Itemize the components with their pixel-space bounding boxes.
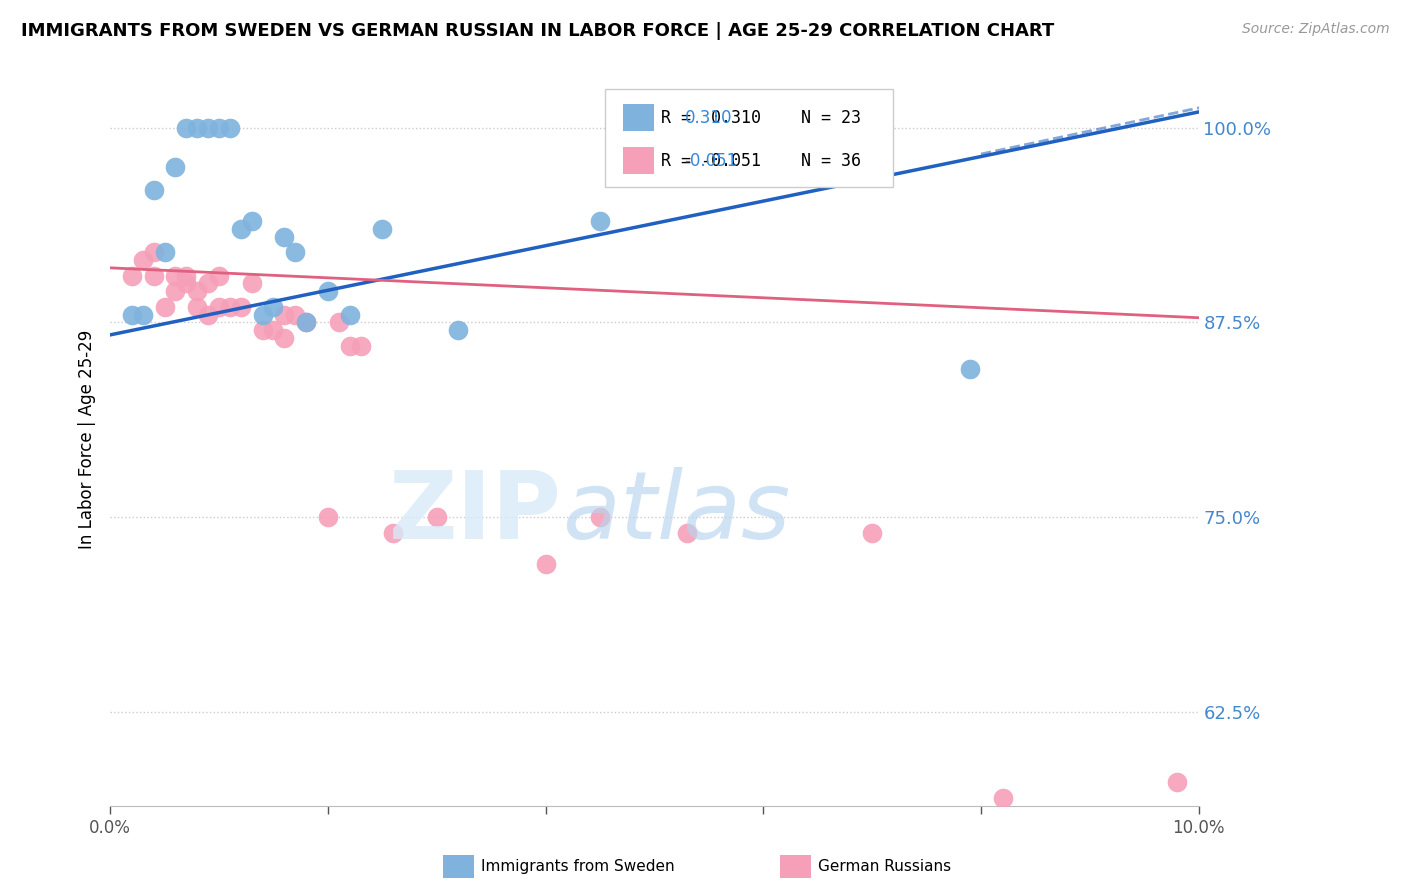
Point bbox=[295, 315, 318, 329]
Point bbox=[284, 308, 307, 322]
Point bbox=[991, 790, 1014, 805]
Point bbox=[208, 268, 231, 283]
Point bbox=[382, 525, 405, 540]
Point bbox=[273, 229, 295, 244]
Point bbox=[339, 308, 361, 322]
Point bbox=[186, 120, 208, 135]
Point bbox=[208, 300, 231, 314]
Point bbox=[197, 277, 219, 291]
Point bbox=[132, 308, 155, 322]
Point bbox=[142, 245, 165, 260]
Point bbox=[165, 160, 187, 174]
Point bbox=[176, 268, 198, 283]
Text: 0.310: 0.310 bbox=[685, 109, 733, 127]
Point bbox=[262, 323, 284, 337]
Point bbox=[316, 510, 339, 524]
Text: atlas: atlas bbox=[562, 467, 790, 558]
Point bbox=[240, 214, 263, 228]
Point bbox=[589, 510, 612, 524]
Point bbox=[447, 323, 470, 337]
Point bbox=[132, 253, 155, 268]
Text: Source: ZipAtlas.com: Source: ZipAtlas.com bbox=[1241, 22, 1389, 37]
Point bbox=[273, 331, 295, 345]
Point bbox=[371, 222, 394, 236]
Point bbox=[229, 300, 252, 314]
Point bbox=[176, 120, 198, 135]
Text: ZIP: ZIP bbox=[389, 467, 562, 558]
Point bbox=[534, 557, 557, 571]
Point bbox=[176, 277, 198, 291]
Point bbox=[208, 120, 231, 135]
Point bbox=[676, 525, 699, 540]
Text: -0.051: -0.051 bbox=[685, 152, 738, 169]
Point bbox=[186, 300, 208, 314]
Point bbox=[252, 308, 274, 322]
Point bbox=[153, 245, 176, 260]
Point bbox=[252, 323, 274, 337]
Point bbox=[165, 284, 187, 298]
Point bbox=[121, 308, 143, 322]
Text: R =  0.310    N = 23: R = 0.310 N = 23 bbox=[661, 109, 860, 127]
Point bbox=[349, 339, 371, 353]
Y-axis label: In Labor Force | Age 25-29: In Labor Force | Age 25-29 bbox=[79, 330, 96, 549]
Text: Immigrants from Sweden: Immigrants from Sweden bbox=[481, 859, 675, 873]
Point bbox=[219, 120, 242, 135]
Point bbox=[860, 525, 883, 540]
Point bbox=[426, 510, 449, 524]
Point bbox=[142, 268, 165, 283]
Point bbox=[316, 284, 339, 298]
Point bbox=[165, 268, 187, 283]
Text: R = -0.051    N = 36: R = -0.051 N = 36 bbox=[661, 152, 860, 169]
Point bbox=[262, 300, 284, 314]
Point bbox=[121, 268, 143, 283]
Point bbox=[959, 362, 981, 376]
Point bbox=[229, 222, 252, 236]
Point bbox=[1166, 775, 1188, 789]
Point bbox=[197, 120, 219, 135]
Point bbox=[186, 284, 208, 298]
Point bbox=[284, 245, 307, 260]
Point bbox=[240, 277, 263, 291]
Point bbox=[589, 214, 612, 228]
Point bbox=[328, 315, 350, 329]
Point bbox=[219, 300, 242, 314]
Point bbox=[339, 339, 361, 353]
Point bbox=[153, 300, 176, 314]
Point bbox=[197, 308, 219, 322]
Point bbox=[273, 308, 295, 322]
Point bbox=[295, 315, 318, 329]
Text: German Russians: German Russians bbox=[818, 859, 952, 873]
Text: IMMIGRANTS FROM SWEDEN VS GERMAN RUSSIAN IN LABOR FORCE | AGE 25-29 CORRELATION : IMMIGRANTS FROM SWEDEN VS GERMAN RUSSIAN… bbox=[21, 22, 1054, 40]
Point bbox=[142, 183, 165, 197]
